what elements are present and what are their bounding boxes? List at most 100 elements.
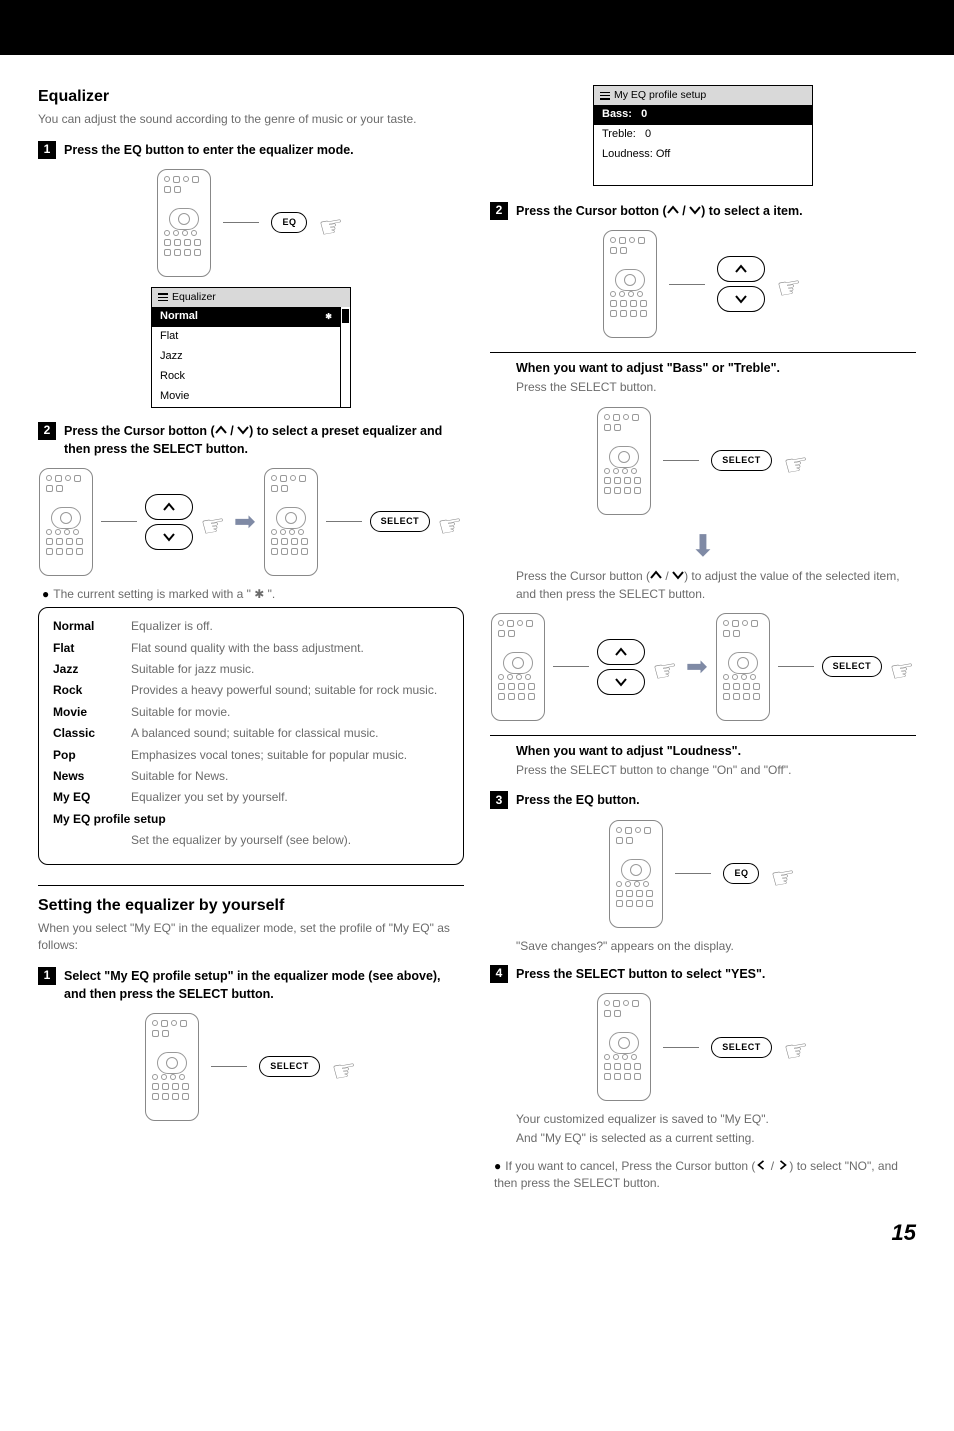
heading-setting-eq: Setting the equalizer by yourself [38, 894, 464, 917]
def-val: A balanced sound; suitable for classical… [131, 725, 449, 742]
hand-pointer-icon: ☞ [769, 862, 799, 894]
select-button-icon: SELECT [259, 1056, 320, 1077]
equalizer-menu-title-text: Equalizer [172, 290, 216, 305]
hand-pointer-icon: ☞ [329, 1055, 359, 1087]
set-step-1: 1 Select "My EQ profile setup" in the eq… [38, 967, 464, 1003]
fig-cursor-select: ☞ ➡ SELECT ☞ [38, 468, 464, 576]
leader-line [211, 1066, 247, 1067]
my-eq-menu-title: My EQ profile setup [594, 86, 812, 105]
eq-button-icon: EQ [271, 212, 307, 233]
adjust-text: Press the Cursor button ( / ) to adjust … [516, 568, 916, 603]
def-key: Classic [53, 725, 117, 742]
right-step-3: 3 Press the EQ button. [490, 791, 916, 809]
chevron-down-button-icon [717, 286, 765, 312]
right-step-4: 4 Press the SELECT button to select "YES… [490, 965, 916, 983]
fig-select-yes: SELECT ☞ [490, 993, 916, 1101]
menu-row-loudness: Loudness: Off [594, 145, 812, 165]
def-val: Suitable for movie. [131, 704, 449, 721]
chevron-down-button-icon [597, 669, 645, 695]
cancel-note: ●If you want to cancel, Press the Cursor… [494, 1158, 916, 1193]
remote-icon [597, 993, 651, 1101]
chevron-up-icon [667, 205, 679, 215]
save-changes-text: "Save changes?" appears on the display. [516, 938, 916, 955]
def-val: Suitable for jazz music. [131, 661, 449, 678]
fig-select-remote: SELECT ☞ [38, 1013, 464, 1121]
menu-item-movie: Movie [152, 387, 340, 407]
right-step-4-text: Press the SELECT button to select "YES". [516, 965, 765, 983]
sub-ld-text: Press the SELECT button to change "On" a… [516, 762, 916, 779]
def-val: Set the equalizer by yourself (see below… [131, 832, 449, 849]
step-number-3: 3 [490, 791, 508, 809]
left-step-2: 2 Press the Cursor botton ( / ) to selec… [38, 422, 464, 458]
sub-bt-text: Press the SELECT button. [516, 379, 916, 396]
leader-line [669, 284, 705, 285]
section-divider [38, 885, 464, 886]
select-button-icon: SELECT [711, 450, 772, 471]
sub-divider [490, 735, 916, 736]
leader-line [778, 666, 814, 667]
left-step-1-text: Press the EQ button to enter the equaliz… [64, 141, 354, 159]
step-number-2: 2 [490, 202, 508, 220]
chevron-buttons [717, 256, 765, 312]
equalizer-definitions: NormalEqualizer is off. FlatFlat sound q… [38, 607, 464, 864]
remote-icon [491, 613, 545, 721]
hand-pointer-icon: ☞ [781, 449, 811, 481]
leader-line [663, 1047, 699, 1048]
setting-intro: When you select "My EQ" in the equalizer… [38, 920, 464, 955]
my-eq-menu: My EQ profile setup Bass: 0 Treble: 0 Lo… [593, 85, 813, 186]
step-number-1: 1 [38, 967, 56, 985]
heading-equalizer: Equalizer [38, 85, 464, 108]
remote-icon [157, 169, 211, 277]
equalizer-menu-wrap: Equalizer Normal Flat Jazz Rock Movie [38, 287, 464, 408]
remote-icon [145, 1013, 199, 1121]
sub-ld-head: When you want to adjust "Loudness". [516, 742, 916, 760]
list-icon [158, 293, 168, 301]
right-column: My EQ profile setup Bass: 0 Treble: 0 Lo… [490, 85, 916, 1197]
leader-line [675, 873, 711, 874]
right-step-3-text: Press the EQ button. [516, 791, 640, 809]
remote-icon [597, 407, 651, 515]
left-step-2-text: Press the Cursor botton ( / ) to select … [64, 422, 464, 458]
hand-pointer-icon: ☞ [781, 1035, 811, 1067]
def-key: Jazz [53, 661, 117, 678]
def-key: Pop [53, 747, 117, 764]
leader-line [326, 521, 362, 522]
def-val: Equalizer you set by yourself. [131, 789, 449, 806]
fig-select-bt: SELECT ☞ [490, 407, 916, 515]
remote-icon [609, 820, 663, 928]
def-key: Rock [53, 682, 117, 699]
hand-pointer-icon: ☞ [317, 211, 347, 243]
chevron-down-button-icon [145, 524, 193, 550]
step-number-4: 4 [490, 965, 508, 983]
sub-bt-head: When you want to adjust "Bass" or "Trebl… [516, 359, 916, 377]
remote-icon [264, 468, 318, 576]
right-step-2-text: Press the Cursor botton ( / ) to select … [516, 202, 803, 220]
chevron-down-icon [672, 570, 684, 580]
def-key: News [53, 768, 117, 785]
leader-line [553, 666, 589, 667]
hand-pointer-icon: ☞ [650, 655, 680, 687]
hand-pointer-icon: ☞ [436, 510, 466, 542]
fig-eq-remote-2: EQ ☞ [490, 820, 916, 928]
def-key: My EQ profile setup [53, 811, 213, 828]
saved-text-2: And "My EQ" is selected as a current set… [516, 1130, 916, 1147]
page-body: Equalizer You can adjust the sound accor… [0, 55, 954, 1197]
arrow-right-icon: ➡ [234, 503, 256, 541]
equalizer-menu: Equalizer Normal Flat Jazz Rock Movie [151, 287, 351, 408]
def-val: Emphasizes vocal tones; suitable for pop… [131, 747, 449, 764]
saved-text-1: Your customized equalizer is saved to "M… [516, 1111, 916, 1128]
step-number-2: 2 [38, 422, 56, 440]
menu-row-bass: Bass: 0 [594, 105, 812, 125]
menu-item-normal: Normal [152, 307, 340, 327]
def-val: Equalizer is off. [131, 618, 449, 635]
def-key: My EQ [53, 789, 117, 806]
my-eq-menu-wrap: My EQ profile setup Bass: 0 Treble: 0 Lo… [490, 85, 916, 186]
sub-bass-treble: When you want to adjust "Bass" or "Trebl… [516, 359, 916, 397]
chevron-up-icon [650, 570, 662, 580]
chevron-down-icon [689, 205, 701, 215]
def-key: Normal [53, 618, 117, 635]
chevron-up-button-icon [597, 639, 645, 665]
def-val: Provides a heavy powerful sound; suitabl… [131, 682, 449, 699]
fig-adjust-select: ☞ ➡ SELECT ☞ [490, 613, 916, 721]
def-key: Flat [53, 640, 117, 657]
